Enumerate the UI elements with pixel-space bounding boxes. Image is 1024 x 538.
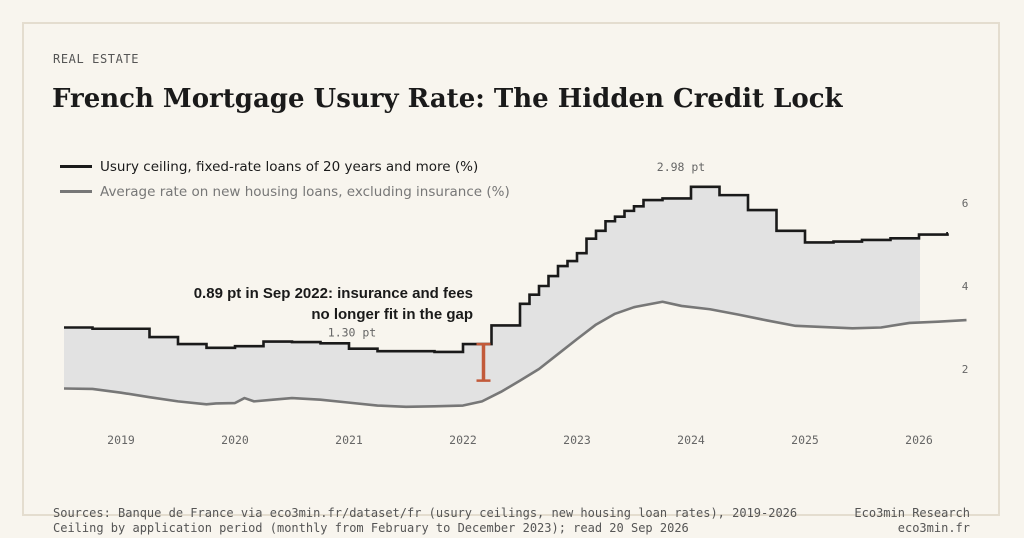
gap-area bbox=[64, 186, 920, 407]
x-tick-label: 2019 bbox=[107, 433, 135, 447]
x-tick-label: 2022 bbox=[449, 433, 477, 447]
annotation-callout-line: 0.89 pt in Sep 2022: insurance and fees bbox=[194, 285, 473, 302]
legend-swatch-average bbox=[60, 190, 92, 193]
x-tick-label: 2020 bbox=[221, 433, 249, 447]
annotation-callout-line: no longer fit in the gap bbox=[311, 306, 473, 323]
footer-sources-text: Sources: Banque de France via eco3min.fr… bbox=[53, 506, 798, 520]
page-title: French Mortgage Usury Rate: The Hidden C… bbox=[52, 84, 843, 114]
x-tick-label: 2026 bbox=[905, 433, 933, 447]
annotation-2021-gap: 1.30 pt bbox=[328, 326, 376, 340]
section-kicker: REAL ESTATE bbox=[53, 52, 140, 66]
footer-site: eco3min.fr bbox=[897, 521, 970, 535]
footer-note-text: Ceiling by application period (monthly f… bbox=[53, 521, 689, 535]
footer-brand: Eco3min Research eco3min.fr bbox=[854, 506, 970, 536]
legend-swatch-ceiling bbox=[60, 165, 92, 168]
chart-legend: Usury ceiling, fixed-rate loans of 20 ye… bbox=[60, 154, 510, 204]
legend-item-average: Average rate on new housing loans, exclu… bbox=[60, 179, 510, 204]
series-line-ceiling bbox=[64, 185, 949, 354]
series-line-average bbox=[63, 300, 967, 409]
x-tick-label: 2025 bbox=[791, 433, 819, 447]
x-tick-label: 2024 bbox=[677, 433, 705, 447]
y-tick-label: 4 bbox=[962, 280, 969, 293]
legend-label-average: Average rate on new housing loans, exclu… bbox=[100, 183, 510, 200]
card-frame bbox=[22, 22, 1000, 516]
annotation-peak-gap: 2.98 pt bbox=[657, 160, 705, 174]
legend-label-ceiling: Usury ceiling, fixed-rate loans of 20 ye… bbox=[100, 158, 479, 175]
y-tick-label: 6 bbox=[962, 197, 969, 210]
y-tick-label: 2 bbox=[962, 363, 969, 376]
x-tick-label: 2021 bbox=[335, 433, 363, 447]
footer-brand-name: Eco3min Research bbox=[854, 506, 970, 520]
x-tick-label: 2023 bbox=[563, 433, 591, 447]
footer-sources: Sources: Banque de France via eco3min.fr… bbox=[53, 506, 797, 536]
legend-item-ceiling: Usury ceiling, fixed-rate loans of 20 ye… bbox=[60, 154, 510, 179]
